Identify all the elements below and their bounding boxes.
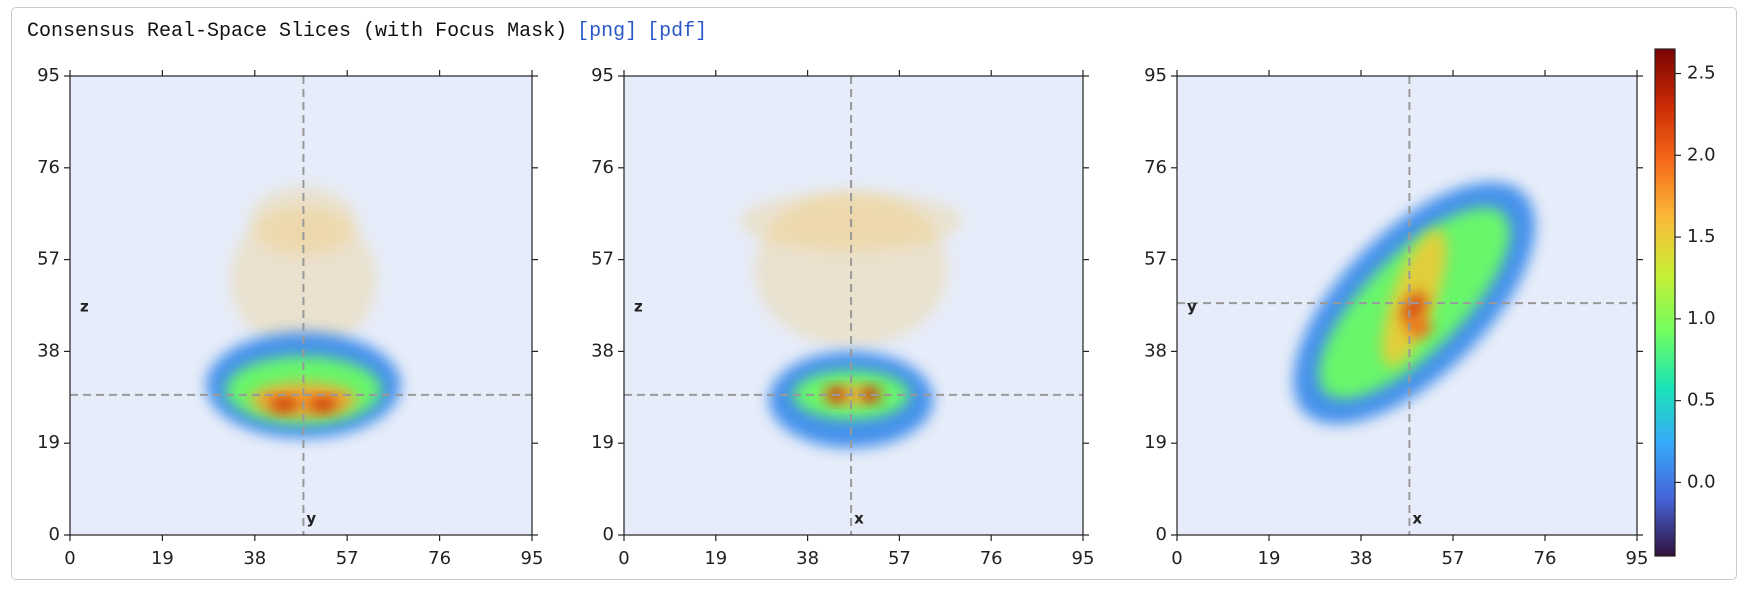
y-tick-label: 0 bbox=[1156, 524, 1167, 545]
colorbar-tick-label: 0.5 bbox=[1687, 390, 1716, 411]
axis-label: y bbox=[1187, 298, 1197, 316]
axis-label: z bbox=[634, 298, 643, 316]
x-tick-label: 19 bbox=[704, 548, 727, 569]
x-tick-label: 0 bbox=[618, 548, 629, 569]
y-tick-label: 57 bbox=[591, 249, 614, 270]
y-tick-label: 76 bbox=[37, 157, 60, 178]
y-tick-label: 38 bbox=[1144, 340, 1167, 361]
axes-frame bbox=[623, 75, 1084, 536]
x-tick-label: 95 bbox=[1072, 548, 1095, 569]
header: Consensus Real-Space Slices (with Focus … bbox=[27, 20, 707, 43]
y-tick-label: 19 bbox=[1144, 432, 1167, 453]
x-tick-label: 76 bbox=[1534, 548, 1557, 569]
heatmap-image bbox=[739, 191, 963, 449]
x-tick-label: 19 bbox=[151, 548, 174, 569]
y-tick-label: 19 bbox=[591, 432, 614, 453]
title: Consensus Real-Space Slices (with Focus … bbox=[27, 20, 568, 43]
x-tick-label: 57 bbox=[336, 548, 359, 569]
y-tick-label: 76 bbox=[591, 157, 614, 178]
x-tick-label: 38 bbox=[796, 548, 819, 569]
x-tick-label: 0 bbox=[1171, 548, 1182, 569]
colorbar-tick-label: 2.0 bbox=[1687, 144, 1716, 165]
colorbar bbox=[1654, 48, 1676, 557]
y-tick-label: 95 bbox=[37, 65, 60, 86]
x-tick-label: 0 bbox=[64, 548, 75, 569]
colorbar-tick-label: 0.0 bbox=[1687, 471, 1716, 492]
density-blob bbox=[1407, 317, 1432, 337]
density-blob bbox=[860, 387, 881, 403]
axes-frame bbox=[69, 75, 533, 536]
x-tick-label: 95 bbox=[1626, 548, 1649, 569]
colorbar-tick-label: 1.0 bbox=[1687, 308, 1716, 329]
axis-label: x bbox=[1412, 510, 1422, 528]
x-tick-label: 76 bbox=[980, 548, 1003, 569]
x-tick-label: 95 bbox=[521, 548, 544, 569]
x-tick-label: 76 bbox=[428, 548, 451, 569]
x-tick-label: 38 bbox=[243, 548, 266, 569]
colorbar-tick-label: 1.5 bbox=[1687, 226, 1716, 247]
density-blob bbox=[249, 382, 357, 417]
y-tick-label: 0 bbox=[603, 524, 614, 545]
density-blob bbox=[308, 397, 338, 412]
x-tick-label: 57 bbox=[888, 548, 911, 569]
output-frame bbox=[11, 7, 1737, 580]
x-tick-label: 38 bbox=[1350, 548, 1373, 569]
y-tick-label: 38 bbox=[37, 340, 60, 361]
axis-label: x bbox=[854, 510, 864, 528]
axes-frame bbox=[1176, 75, 1638, 536]
y-tick-label: 38 bbox=[591, 340, 614, 361]
y-tick-label: 76 bbox=[1144, 157, 1167, 178]
y-tick-label: 57 bbox=[37, 249, 60, 270]
y-tick-label: 95 bbox=[1144, 65, 1167, 86]
x-tick-label: 57 bbox=[1442, 548, 1465, 569]
colorbar-tick-label: 2.5 bbox=[1687, 63, 1716, 84]
y-tick-label: 57 bbox=[1144, 249, 1167, 270]
density-blob bbox=[269, 397, 299, 412]
y-tick-label: 0 bbox=[49, 524, 60, 545]
y-tick-label: 95 bbox=[591, 65, 614, 86]
x-tick-label: 19 bbox=[1258, 548, 1281, 569]
axis-label: y bbox=[306, 510, 316, 528]
density-blob bbox=[1402, 292, 1427, 324]
png-link[interactable]: [png] bbox=[577, 20, 638, 43]
pdf-link[interactable]: [pdf] bbox=[647, 20, 708, 43]
axis-label: z bbox=[80, 298, 89, 316]
y-tick-label: 19 bbox=[37, 432, 60, 453]
